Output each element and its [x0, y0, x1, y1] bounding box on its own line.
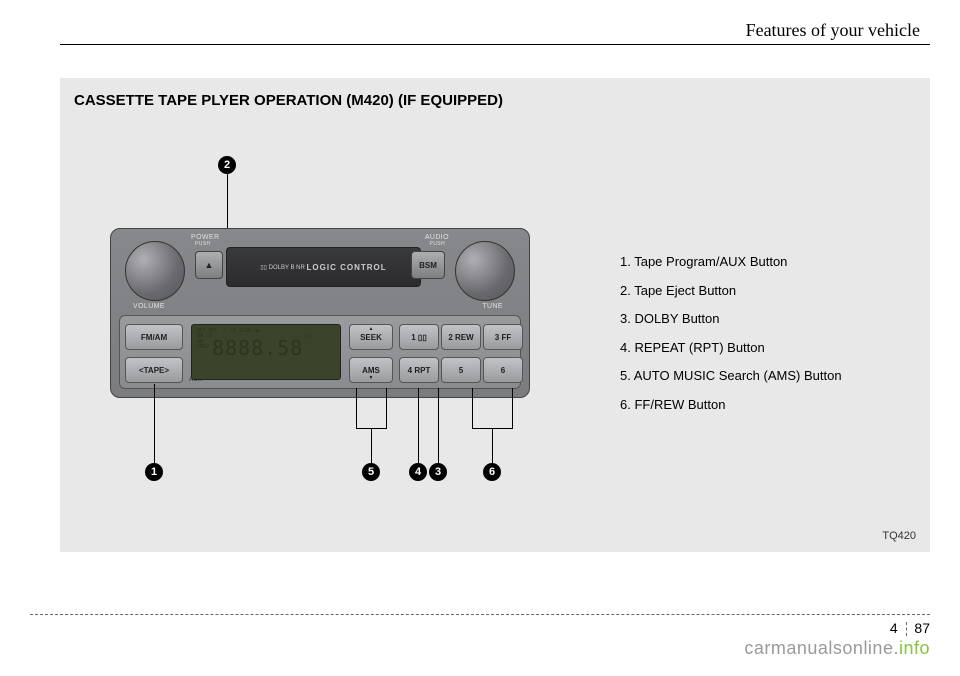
volume-knob	[125, 241, 185, 301]
legend-item-3: 3. DOLBY Button	[620, 305, 842, 334]
eject-button: ▲	[195, 251, 223, 279]
power-label: POWER	[191, 234, 219, 241]
logic-label: LOGIC CONTROL	[307, 263, 387, 272]
radio-diagram: POWER PUSH AUDIO PUSH VOLUME TUNE ▲ ▯▯ D…	[110, 228, 530, 398]
callout-line-3	[438, 388, 439, 464]
legend-item-4: 4. REPEAT (RPT) Button	[620, 334, 842, 363]
preset-6: 6	[483, 357, 523, 383]
push-label-left: PUSH	[195, 241, 211, 247]
callout-line-6v	[492, 428, 493, 464]
tune-knob	[455, 241, 515, 301]
dolby-slot-label: ▯▯ DOLBY B NR	[260, 264, 305, 271]
watermark-suffix: info	[899, 638, 930, 658]
ams-button: AMS ▼	[349, 357, 393, 383]
page-number: 4 87	[890, 620, 930, 636]
figure-ref: TQ420	[882, 530, 916, 542]
volume-label: VOLUME	[133, 303, 165, 310]
callout-line-5v	[371, 428, 372, 464]
watermark-brand: carmanualsonline.	[744, 638, 899, 658]
radio-body: POWER PUSH AUDIO PUSH VOLUME TUNE ▲ ▯▯ D…	[110, 228, 530, 398]
callout-line-4	[418, 388, 419, 464]
audio-label: AUDIO	[425, 234, 449, 241]
cassette-slot: ▯▯ DOLBY B NR LOGIC CONTROL	[226, 247, 421, 287]
legend-item-1: 1. Tape Program/AUX Button	[620, 248, 842, 277]
display-ch: CH	[305, 334, 311, 340]
page-chapter: 4	[890, 620, 898, 636]
legend-item-5: 5. AUTO MUSIC Search (AMS) Button	[620, 362, 842, 391]
callout-1: 1	[145, 463, 163, 481]
callout-5: 5	[362, 463, 380, 481]
callout-line-5a	[356, 388, 357, 428]
tune-label: TUNE	[482, 303, 503, 310]
preset-4: 4 RPT	[399, 357, 439, 383]
legend-list: 1. Tape Program/AUX Button 2. Tape Eject…	[620, 248, 842, 420]
tape-button: <TAPE>	[125, 357, 183, 383]
callout-6: 6	[483, 463, 501, 481]
push-label-right: PUSH	[430, 241, 446, 247]
callout-2: 2	[218, 156, 236, 174]
callout-3: 3	[429, 463, 447, 481]
footer-rule	[30, 614, 930, 615]
display-digits: 8888.58	[212, 336, 303, 360]
content-panel: CASSETTE TAPE PLYER OPERATION (M420) (IF…	[60, 78, 930, 552]
panel-title: CASSETTE TAPE PLYER OPERATION (M420) (IF…	[74, 92, 503, 109]
fmam-button: FM/AM	[125, 324, 183, 350]
section-title: Features of your vehicle	[746, 20, 920, 41]
callout-line-6a	[472, 388, 473, 428]
page-separator	[906, 622, 907, 636]
callout-line-5b	[386, 388, 387, 428]
ams-label: AMS	[362, 366, 380, 375]
seek-button: ▲ SEEK	[349, 324, 393, 350]
preset-1: 1 ▯▯	[399, 324, 439, 350]
bsm-button: BSM	[411, 251, 445, 279]
callout-line-6b	[512, 388, 513, 428]
lcd-display: RPT MTL ▯▯ ST SCAN ◀▶ MW LW AM FM12 8888…	[191, 324, 341, 380]
preset-3: 3 FF	[483, 324, 523, 350]
header-rule	[60, 44, 930, 45]
callout-line-1	[154, 384, 155, 464]
preset-5: 5	[441, 357, 481, 383]
legend-item-6: 6. FF/REW Button	[620, 391, 842, 420]
callout-4: 4	[409, 463, 427, 481]
watermark: carmanualsonline.info	[744, 638, 930, 659]
preset-2: 2 REW	[441, 324, 481, 350]
legend-item-2: 2. Tape Eject Button	[620, 277, 842, 306]
page-index: 87	[914, 620, 930, 636]
display-lines: MW LW AM FM12	[197, 334, 212, 360]
seek-label: SEEK	[360, 333, 382, 342]
